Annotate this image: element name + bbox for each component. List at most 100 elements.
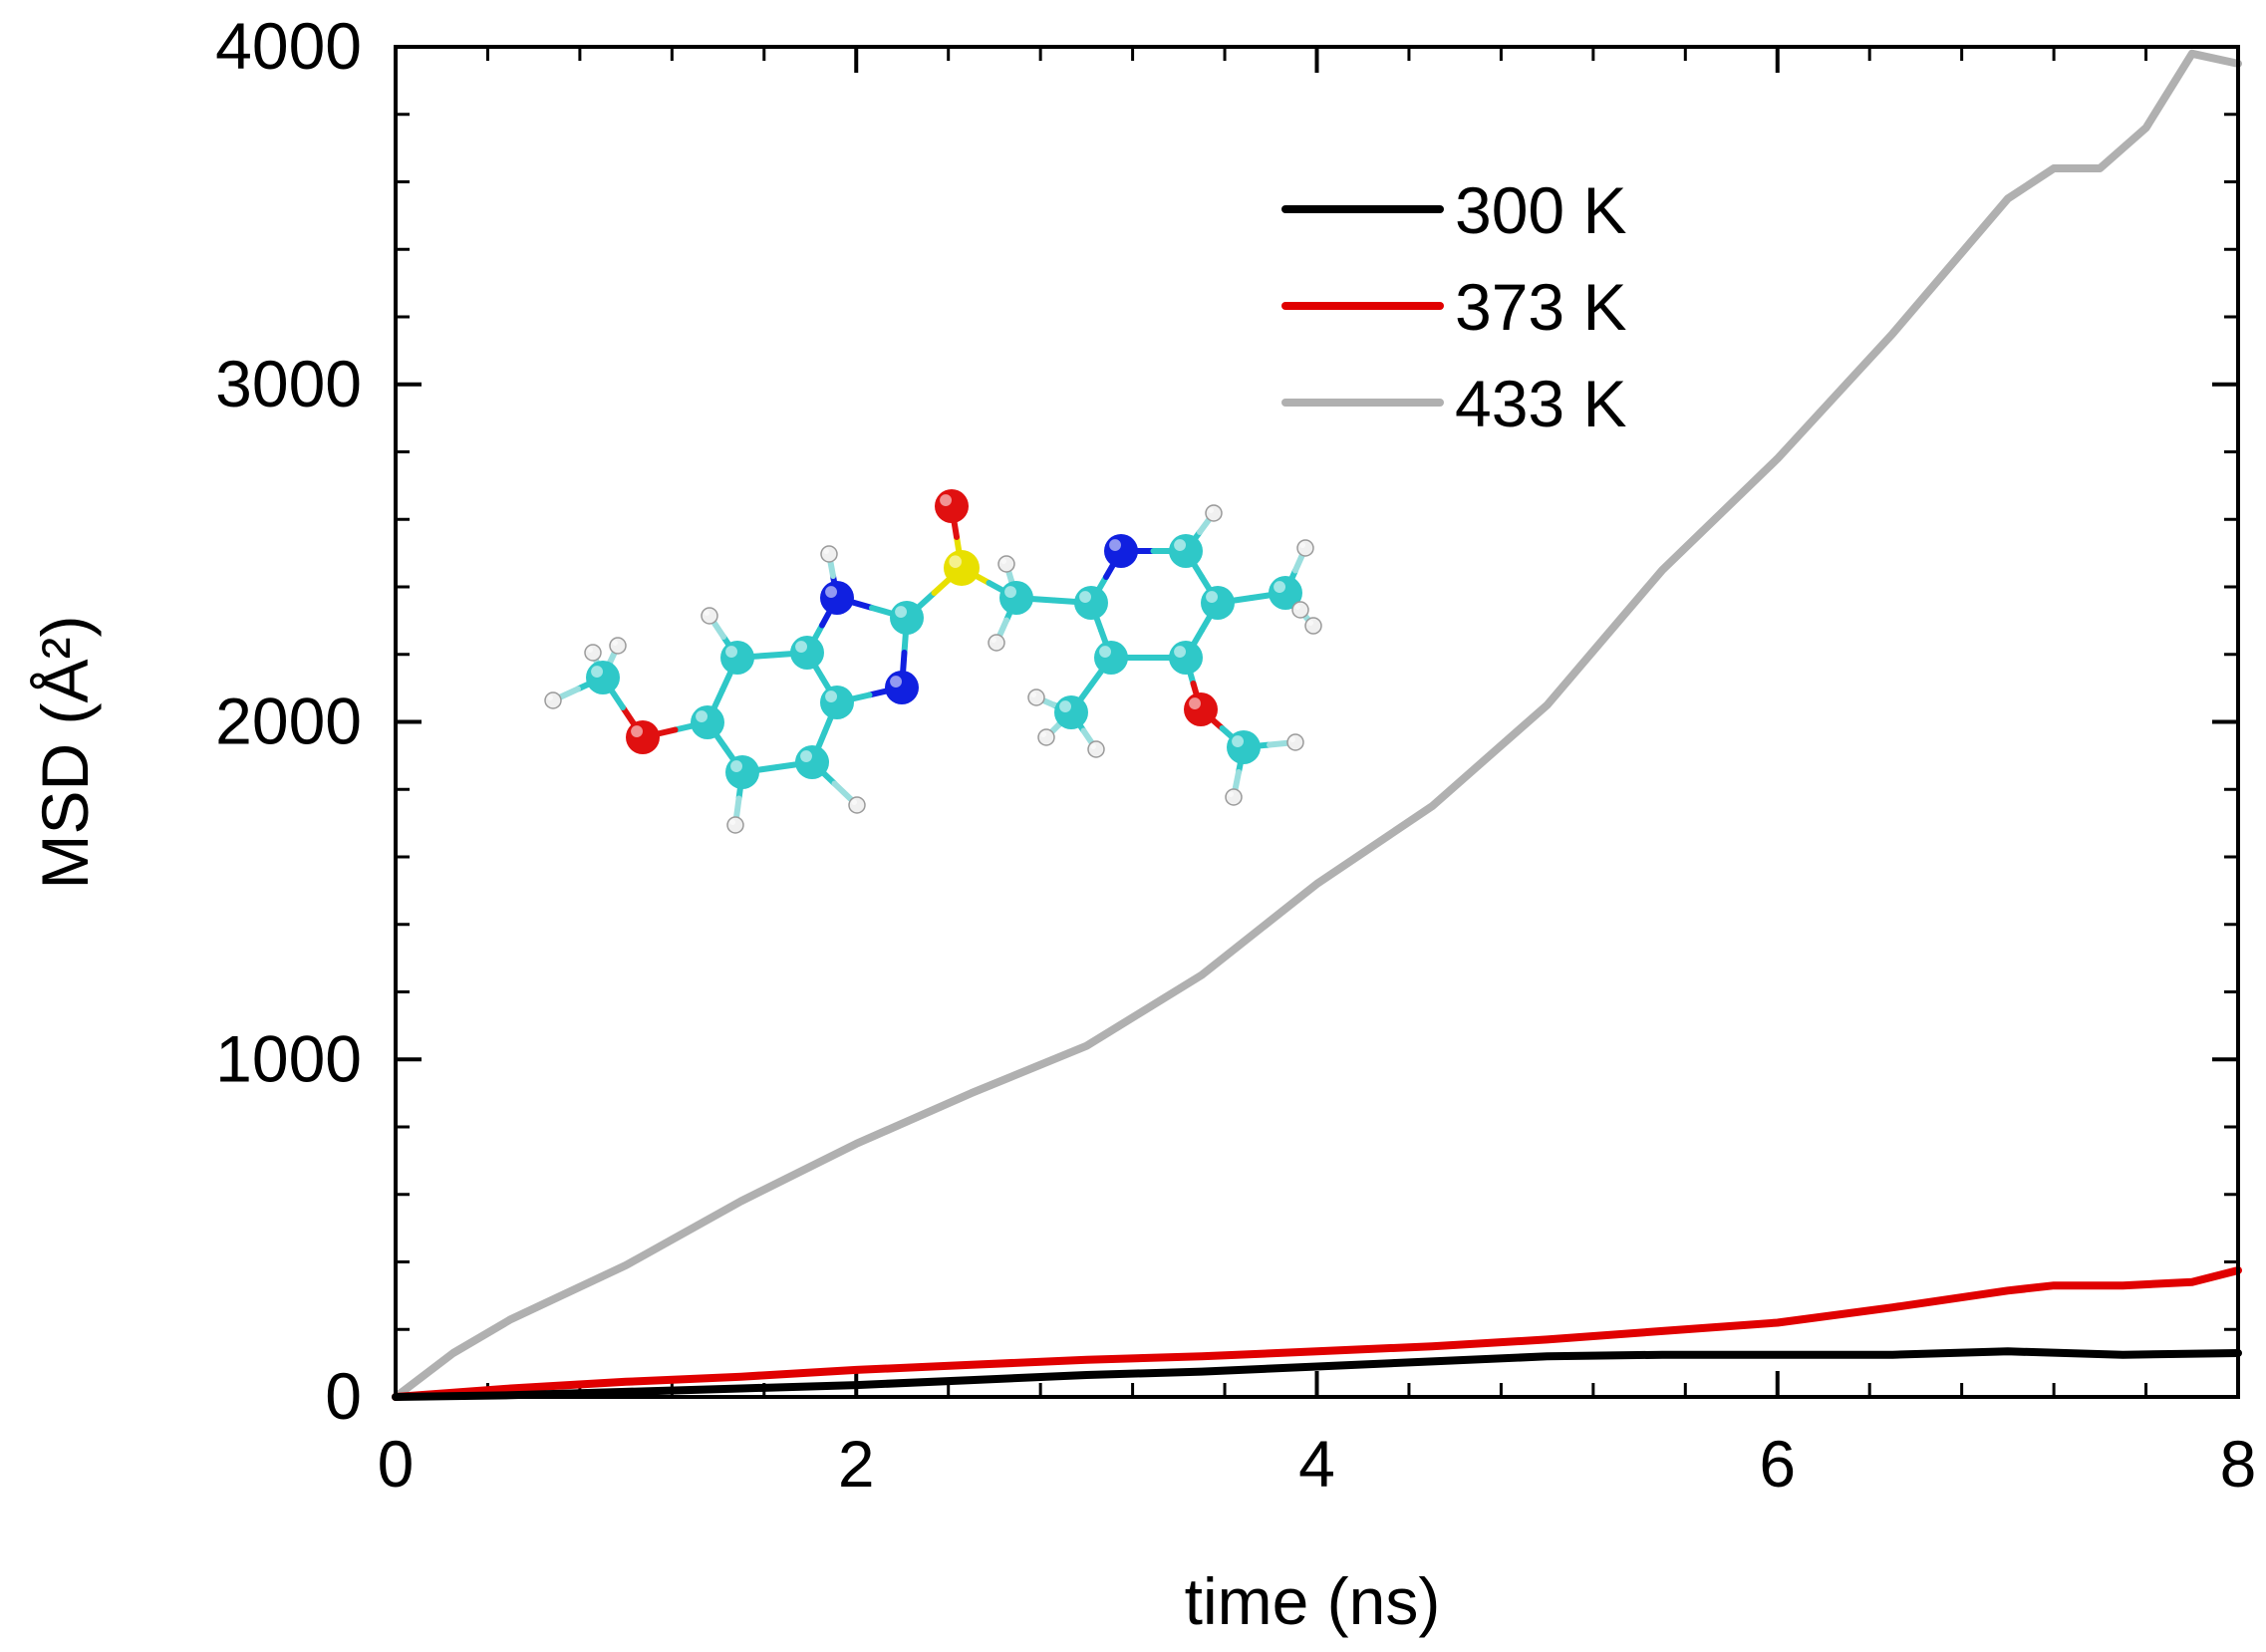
y-tick-label: 2000 (215, 685, 362, 758)
atom-highlight (825, 586, 837, 598)
atom-highlight (795, 641, 807, 653)
legend-label: 300 K (1455, 173, 1626, 247)
atom-highlight (1299, 542, 1305, 548)
atom-highlight (895, 606, 907, 618)
tick-labels: 0 2 4 6 8 0 1000 2000 3000 4000 (215, 9, 2256, 1501)
carbon-atom (1169, 534, 1203, 568)
atom-highlight (730, 760, 742, 772)
carbon-atom (586, 661, 620, 694)
hydrogen-atom (988, 634, 1005, 652)
carbon-atom (1094, 641, 1128, 675)
carbon-atom (1227, 730, 1261, 764)
hydrogen-atom (820, 545, 838, 563)
y-tick-label: 1000 (215, 1021, 362, 1095)
oxygen-atom (935, 489, 969, 523)
atom-highlight (1090, 743, 1096, 749)
atom-highlight (1000, 558, 1006, 564)
atom-highlight (725, 646, 737, 658)
nitrogen-atom (1104, 534, 1138, 568)
hydrogen-atom (1286, 733, 1304, 751)
carbon-atom (1054, 695, 1088, 729)
series-line-433-k (392, 49, 2242, 1401)
atom-highlight (1307, 620, 1313, 626)
atom-highlight (949, 555, 962, 568)
hydrogen-atom (848, 796, 866, 814)
atom-highlight (940, 494, 952, 506)
sulfur-atom (944, 550, 980, 586)
hydrogen-atom (584, 644, 602, 662)
atom-highlight (1174, 539, 1187, 551)
hydrogen-atom (1291, 601, 1309, 619)
legend-label: 373 K (1455, 270, 1626, 344)
atom-highlight (1059, 700, 1072, 712)
nitrogen-atom (820, 581, 854, 615)
series-line-300-k (392, 1347, 2242, 1401)
hydrogen-atom (1027, 688, 1045, 706)
carbon-atom (790, 636, 824, 670)
hydrogen-atom (726, 816, 744, 834)
carbon-atom (720, 641, 754, 675)
hydrogen-atom (1304, 617, 1322, 635)
hydrogen-atom (997, 555, 1015, 573)
atom-highlight (1206, 591, 1219, 603)
hydrogen-atom (1296, 539, 1314, 557)
carbon-atom (795, 745, 829, 779)
atom-highlight (1109, 539, 1122, 551)
oxygen-atom (1184, 692, 1218, 726)
atom-highlight (729, 819, 735, 825)
plot-frame (394, 45, 2240, 1399)
atom-highlight (1274, 581, 1286, 593)
atom-highlight (591, 666, 603, 678)
carbon-atom (691, 705, 724, 739)
legend-label: 433 K (1455, 367, 1626, 440)
atom-highlight (704, 610, 709, 616)
hydrogen-atom (1225, 788, 1243, 806)
atom-highlight (1228, 791, 1234, 797)
carbon-atom (1169, 641, 1203, 675)
carbon-atom (820, 686, 854, 719)
y-axis-title: MSD (Å²) (28, 616, 102, 890)
x-tick-label: 0 (378, 1427, 415, 1501)
series-lines (392, 49, 2242, 1401)
x-tick-label: 8 (2220, 1427, 2257, 1501)
atom-highlight (851, 799, 857, 805)
atom-highlight (800, 750, 812, 762)
atom-highlight (1099, 646, 1112, 658)
legend: 300 K 373 K 433 K (1281, 173, 1626, 440)
carbon-atom (890, 601, 924, 635)
atom-highlight (1189, 697, 1202, 709)
atom-highlight (1289, 736, 1295, 742)
x-axis-title: time (ns) (1185, 1564, 1441, 1638)
atom-highlight (696, 710, 708, 722)
carbon-atom (1201, 586, 1235, 620)
atom-highlight (587, 647, 593, 653)
hydrogen-atom (701, 607, 718, 625)
atom-highlight (823, 548, 829, 554)
carbon-atom (999, 581, 1033, 615)
molecule-inset (544, 489, 1322, 834)
atom-highlight (825, 690, 837, 702)
atom-highlight (612, 640, 618, 646)
x-tick-label: 4 (1298, 1427, 1335, 1501)
carbon-atom (1074, 586, 1108, 620)
atom-highlight (1232, 735, 1245, 747)
atom-highlight (1030, 691, 1036, 697)
hydrogen-atom (1087, 740, 1105, 758)
x-tick-label: 6 (1759, 1427, 1796, 1501)
y-tick-label: 3000 (215, 347, 362, 420)
atom-highlight (991, 637, 996, 643)
carbon-atom (725, 755, 759, 789)
molecule-atoms (544, 489, 1322, 834)
nitrogen-atom (885, 671, 919, 704)
hydrogen-atom (609, 637, 627, 655)
atom-highlight (631, 725, 643, 737)
y-tick-label: 4000 (215, 9, 362, 83)
hydrogen-atom (544, 691, 562, 709)
x-tick-label: 2 (838, 1427, 875, 1501)
atom-highlight (1079, 591, 1092, 603)
oxygen-atom (626, 720, 660, 754)
atom-highlight (1294, 604, 1300, 610)
series-line-373-k (392, 1266, 2242, 1401)
hydrogen-atom (1205, 504, 1223, 522)
